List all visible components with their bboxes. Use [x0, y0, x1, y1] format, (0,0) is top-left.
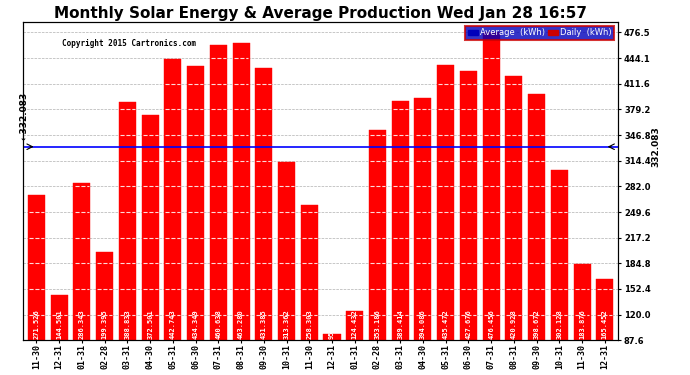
- Text: 427.676: 427.676: [465, 309, 471, 339]
- Bar: [392, 101, 408, 375]
- Text: 476.456: 476.456: [488, 309, 494, 339]
- Text: 442.743: 442.743: [170, 309, 176, 339]
- Text: 199.395: 199.395: [101, 309, 108, 339]
- Bar: [324, 334, 341, 375]
- Bar: [573, 264, 591, 375]
- Bar: [278, 162, 295, 375]
- Text: Copyright 2015 Cartronics.com: Copyright 2015 Cartronics.com: [62, 39, 196, 48]
- Bar: [141, 115, 159, 375]
- Text: 353.186: 353.186: [375, 309, 380, 339]
- Text: 95.214: 95.214: [329, 313, 335, 339]
- Text: 372.501: 372.501: [147, 309, 153, 339]
- Bar: [482, 33, 500, 375]
- Legend: Average  (kWh), Daily  (kWh): Average (kWh), Daily (kWh): [465, 26, 614, 40]
- Bar: [415, 98, 431, 375]
- Text: 286.343: 286.343: [79, 309, 85, 339]
- Bar: [210, 45, 227, 375]
- Bar: [369, 130, 386, 375]
- Bar: [596, 279, 613, 375]
- Text: 165.452: 165.452: [602, 309, 608, 339]
- Bar: [346, 311, 363, 375]
- Bar: [119, 102, 136, 375]
- Bar: [50, 295, 68, 375]
- Text: 463.280: 463.280: [238, 309, 244, 339]
- Text: 389.414: 389.414: [397, 309, 403, 339]
- Text: ←332.083: ←332.083: [19, 92, 28, 140]
- Text: 394.086: 394.086: [420, 309, 426, 339]
- Bar: [505, 76, 522, 375]
- Bar: [96, 252, 113, 375]
- Bar: [28, 195, 45, 375]
- Text: 434.349: 434.349: [193, 309, 199, 339]
- Bar: [187, 66, 204, 375]
- Text: 183.876: 183.876: [579, 309, 585, 339]
- Bar: [73, 183, 90, 375]
- Bar: [301, 205, 318, 375]
- Bar: [164, 59, 181, 375]
- Text: 431.385: 431.385: [261, 309, 267, 339]
- Bar: [437, 65, 454, 375]
- Text: 258.303: 258.303: [306, 309, 313, 339]
- Bar: [255, 68, 273, 375]
- Text: 302.128: 302.128: [556, 309, 562, 339]
- Text: 388.833: 388.833: [124, 309, 130, 339]
- Text: 124.432: 124.432: [352, 309, 357, 339]
- Bar: [551, 171, 568, 375]
- Title: Monthly Solar Energy & Average Production Wed Jan 28 16:57: Monthly Solar Energy & Average Productio…: [54, 6, 587, 21]
- Text: 460.638: 460.638: [215, 309, 221, 339]
- Bar: [233, 43, 250, 375]
- Bar: [528, 94, 545, 375]
- Text: 435.472: 435.472: [443, 309, 448, 339]
- Text: 313.362: 313.362: [284, 309, 290, 339]
- Bar: [460, 71, 477, 375]
- Text: 271.526: 271.526: [34, 309, 39, 339]
- Text: 420.928: 420.928: [511, 309, 517, 339]
- Text: 398.672: 398.672: [533, 309, 540, 339]
- Text: 144.501: 144.501: [56, 309, 62, 339]
- Text: 332.083: 332.083: [651, 126, 660, 167]
